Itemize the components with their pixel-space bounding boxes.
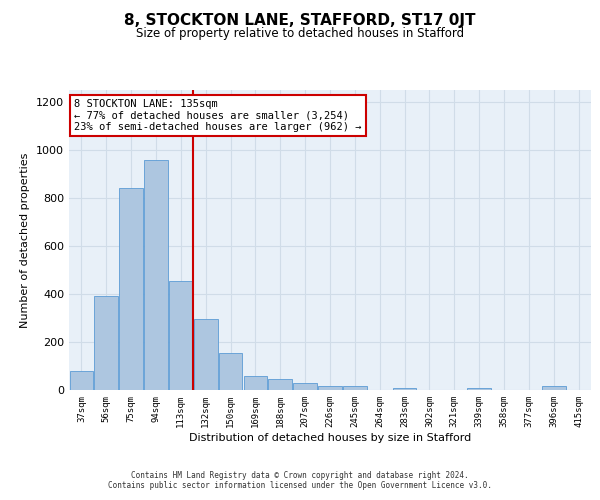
Bar — [293, 383, 317, 390]
Text: Size of property relative to detached houses in Stafford: Size of property relative to detached ho… — [136, 28, 464, 40]
Bar — [244, 376, 267, 390]
Bar — [467, 388, 491, 390]
Bar — [268, 379, 292, 390]
Text: 8 STOCKTON LANE: 135sqm
← 77% of detached houses are smaller (3,254)
23% of semi: 8 STOCKTON LANE: 135sqm ← 77% of detache… — [74, 99, 362, 132]
Bar — [119, 188, 143, 390]
Bar — [194, 319, 218, 390]
Bar — [343, 386, 367, 390]
Bar — [70, 371, 93, 390]
Bar — [318, 386, 342, 390]
Bar — [542, 386, 566, 390]
Bar — [219, 353, 242, 390]
Bar — [144, 160, 168, 390]
Text: 8, STOCKTON LANE, STAFFORD, ST17 0JT: 8, STOCKTON LANE, STAFFORD, ST17 0JT — [124, 12, 476, 28]
Y-axis label: Number of detached properties: Number of detached properties — [20, 152, 31, 328]
Bar — [169, 281, 193, 390]
Bar — [94, 296, 118, 390]
Text: Contains HM Land Registry data © Crown copyright and database right 2024.
Contai: Contains HM Land Registry data © Crown c… — [108, 470, 492, 490]
Bar — [393, 388, 416, 390]
X-axis label: Distribution of detached houses by size in Stafford: Distribution of detached houses by size … — [189, 432, 471, 442]
